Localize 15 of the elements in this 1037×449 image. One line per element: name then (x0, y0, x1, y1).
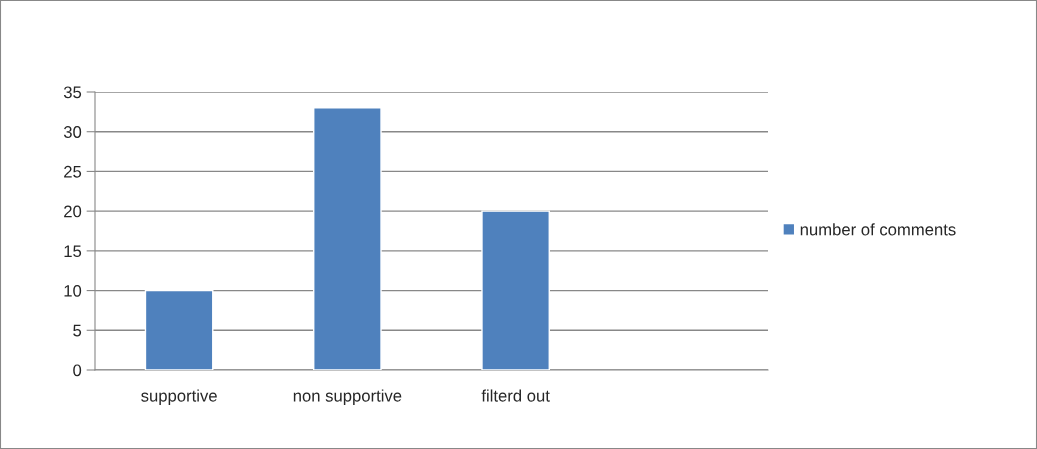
bar (313, 107, 382, 370)
y-tick-label: 35 (63, 86, 82, 99)
legend-label: number of comments (800, 223, 956, 236)
x-tick-label: non supportive (293, 389, 402, 405)
y-tick-label: 10 (64, 284, 82, 297)
y-tick-label: 0 (73, 364, 82, 377)
y-tick-label: 25 (64, 165, 82, 178)
y-tick-label: 15 (64, 245, 82, 258)
y-tick-label: 5 (73, 324, 82, 337)
y-tick-label: 30 (63, 126, 82, 138)
x-tick-label: supportive (141, 389, 217, 405)
x-tick-label: filterd out (481, 389, 550, 402)
bar (481, 210, 550, 370)
bar (144, 289, 214, 370)
y-tick-label: 20 (64, 205, 82, 218)
